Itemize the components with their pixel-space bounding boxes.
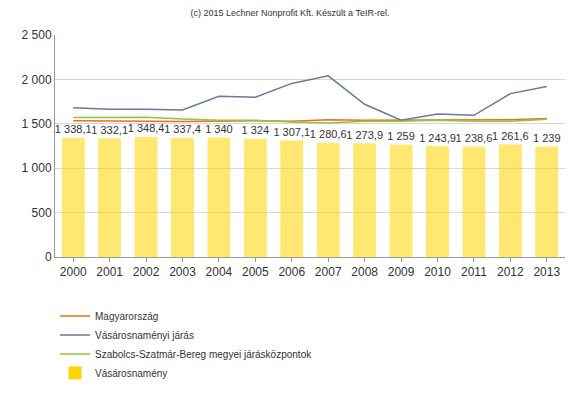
svg-text:2008: 2008: [351, 265, 378, 279]
svg-text:2007: 2007: [315, 265, 342, 279]
svg-text:2009: 2009: [388, 265, 415, 279]
svg-text:Magyarország: Magyarország: [95, 311, 158, 322]
svg-text:Vásárosnaményi járás: Vásárosnaményi járás: [95, 330, 194, 341]
svg-text:1 340: 1 340: [205, 123, 233, 135]
svg-text:2010: 2010: [424, 265, 451, 279]
svg-text:2001: 2001: [96, 265, 123, 279]
svg-text:1 307,1: 1 307,1: [273, 126, 310, 138]
svg-text:2 500: 2 500: [22, 28, 52, 42]
svg-text:2 000: 2 000: [22, 73, 52, 87]
svg-text:2006: 2006: [278, 265, 305, 279]
svg-text:2012: 2012: [497, 265, 524, 279]
svg-text:2004: 2004: [206, 265, 233, 279]
svg-text:1 337,4: 1 337,4: [164, 123, 201, 135]
svg-text:1 238,6: 1 238,6: [456, 132, 493, 144]
svg-text:1 273,9: 1 273,9: [346, 129, 383, 141]
svg-text:1 261,6: 1 261,6: [492, 130, 529, 142]
svg-text:Szabolcs-Szatmár-Bereg megyei: Szabolcs-Szatmár-Bereg megyei járásközpo…: [95, 349, 312, 360]
svg-text:0: 0: [45, 250, 52, 264]
svg-text:1 348,4: 1 348,4: [128, 122, 165, 134]
svg-text:1 338,1: 1 338,1: [55, 123, 92, 135]
svg-text:2000: 2000: [60, 265, 87, 279]
svg-text:1 259: 1 259: [387, 130, 415, 142]
svg-text:Vásárosnamény: Vásárosnamény: [95, 368, 167, 379]
svg-text:2011: 2011: [461, 265, 487, 279]
svg-text:1 332,1: 1 332,1: [91, 124, 128, 136]
svg-text:1 243,9: 1 243,9: [419, 132, 456, 144]
svg-text:2005: 2005: [242, 265, 269, 279]
svg-text:500: 500: [32, 206, 52, 220]
svg-text:1 239: 1 239: [533, 132, 561, 144]
svg-text:2003: 2003: [169, 265, 196, 279]
svg-text:(c) 2015 Lechner Nonprofit Kft: (c) 2015 Lechner Nonprofit Kft. Készült …: [191, 8, 390, 18]
svg-text:1 000: 1 000: [22, 161, 52, 175]
svg-text:2013: 2013: [533, 265, 560, 279]
svg-text:1 280,6: 1 280,6: [310, 128, 347, 140]
svg-text:1 500: 1 500: [22, 117, 52, 131]
svg-text:1 324: 1 324: [242, 124, 270, 136]
svg-text:2002: 2002: [133, 265, 160, 279]
